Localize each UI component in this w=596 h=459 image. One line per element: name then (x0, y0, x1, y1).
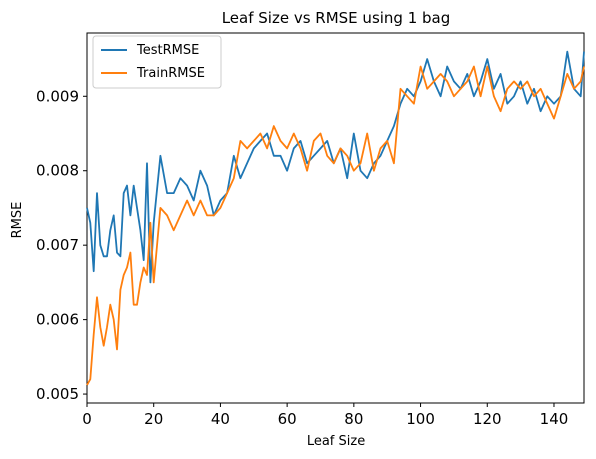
y-tick-label: 0.005 (36, 385, 79, 403)
series-line-testrmse (86, 50, 585, 284)
legend: TestRMSE TrainRMSE (92, 35, 222, 89)
x-tick-label: 80 (344, 410, 363, 428)
legend-label-test: TestRMSE (136, 43, 199, 58)
y-tick-label: 0.007 (36, 236, 79, 254)
x-axis-title: Leaf Size (307, 434, 365, 449)
x-tick-label: 60 (278, 410, 297, 428)
y-tick-label: 0.009 (36, 87, 79, 105)
chart-title: Leaf Size vs RMSE using 1 bag (222, 9, 451, 27)
x-tick-label: 20 (144, 410, 163, 428)
series-line-trainrmse (86, 65, 585, 386)
x-tick-label: 40 (211, 410, 230, 428)
x-axis: 0 20 40 60 80 100 120 140 (82, 403, 568, 428)
legend-label-train: TrainRMSE (136, 66, 205, 81)
x-tick-label: 120 (473, 410, 502, 428)
x-tick-label: 0 (82, 410, 92, 428)
y-axis: 0.005 0.006 0.007 0.008 0.009 (36, 87, 87, 403)
y-axis-title: RMSE (10, 202, 25, 239)
plot-area: 0 20 40 60 80 100 120 140 0.0050.0060.0070.0080… (36, 32, 585, 428)
plot-frame (86, 32, 585, 404)
y-tick-label: 0.008 (36, 162, 79, 180)
x-tick-label: 100 (406, 410, 435, 428)
series-layer (86, 50, 585, 386)
y-tick-label: 0.006 (36, 311, 79, 329)
x-tick-label: 140 (540, 410, 569, 428)
